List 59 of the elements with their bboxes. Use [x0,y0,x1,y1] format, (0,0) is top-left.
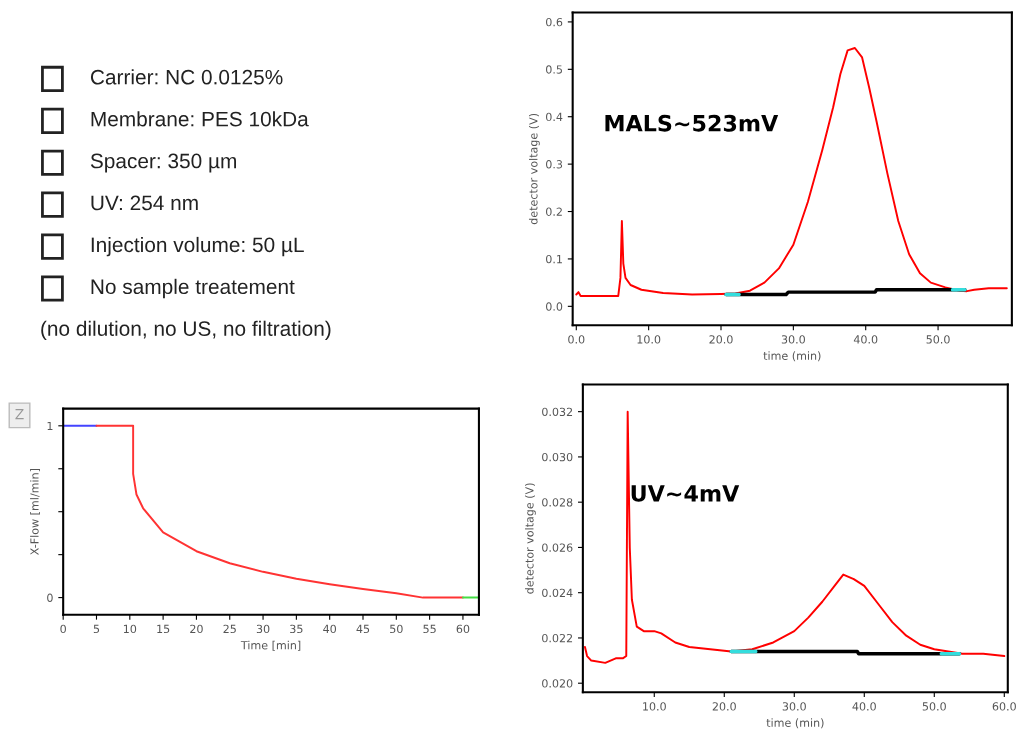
y-tick-label: 0.024 [542,588,573,598]
text: (no dilution, no US, no filtration) [41,320,331,341]
x-tick-label: 30.0 [782,702,806,711]
y-axis-title: detector voltage (V) [528,113,540,225]
x-tick-label: 0 [60,624,66,634]
text: Z [15,409,24,420]
y-tick-label: 0.6 [546,17,563,27]
text: UV: 254 nm [91,195,198,211]
x-tick-label: 55 [423,624,436,634]
x-tick-label: 60.0 [992,702,1016,711]
y-tick-label: 0.020 [542,679,573,688]
text: Carrier: NC 0.0125% [90,69,283,85]
y-tick-label: 0.026 [542,543,573,552]
y-tick-label: 0.2 [546,207,562,216]
x-tick-label: 0.0 [568,335,585,344]
x-tick-label: 10 [123,624,137,634]
x-tick-label: 60 [456,624,470,634]
y-tick-label: 0.032 [542,407,573,417]
x-tick-label: 20.0 [709,335,733,344]
x-tick-label: 40 [323,624,337,634]
x-axis-title: Time [min] [240,640,301,651]
x-tick-label: 30 [256,624,270,634]
y-tick-label: 0.5 [546,65,562,74]
text: Membrane: PES 10kDa [91,111,309,127]
line-series [584,410,1006,664]
x-tick-label: 20.0 [712,702,736,711]
x-tick-label: 25 [223,624,236,634]
y-tick-label: 0.028 [542,498,573,507]
y-axis-title: detector voltage (V) [525,483,536,594]
y-tick-label: 0.022 [542,633,573,643]
annotation: MALS~523mV [605,114,779,132]
text: No sample treatement [91,278,295,299]
annotation: UV~4mV [631,485,740,502]
y-axis-title: X-Flow [ml/min] [30,469,40,555]
x-tick-label: 35 [290,624,303,634]
y-tick-label: 0.3 [546,160,563,169]
x-tick-label: 10.0 [637,335,661,344]
x-tick-label: 40.0 [853,335,878,344]
x-tick-label: 50 [390,624,403,634]
x-tick-label: 20 [190,624,203,634]
y-tick-label: 0.1 [546,254,562,264]
line-series [95,424,464,599]
x-tick-label: 50.0 [926,335,950,344]
x-tick-label: 50.0 [922,702,946,711]
text: Injection volume: 50 µL [91,236,304,257]
text: Spacer: 350 µm [90,153,236,173]
x-tick-label: 40.0 [852,702,876,711]
y-tick-label: 0.4 [546,112,563,122]
y-tick-label: 0.0 [546,302,563,311]
x-tick-label: 45 [356,624,370,634]
y-tick-label: 1 [47,421,53,431]
line-series [575,47,1008,297]
x-tick-label: 30.0 [781,335,805,344]
x-tick-label: 15 [157,624,170,634]
y-tick-label: 0.030 [542,452,573,462]
x-axis-title: time (min) [763,351,821,362]
x-axis-title: time (min) [766,718,824,729]
x-tick-label: 10.0 [643,702,666,711]
x-tick-label: 5 [93,624,100,634]
